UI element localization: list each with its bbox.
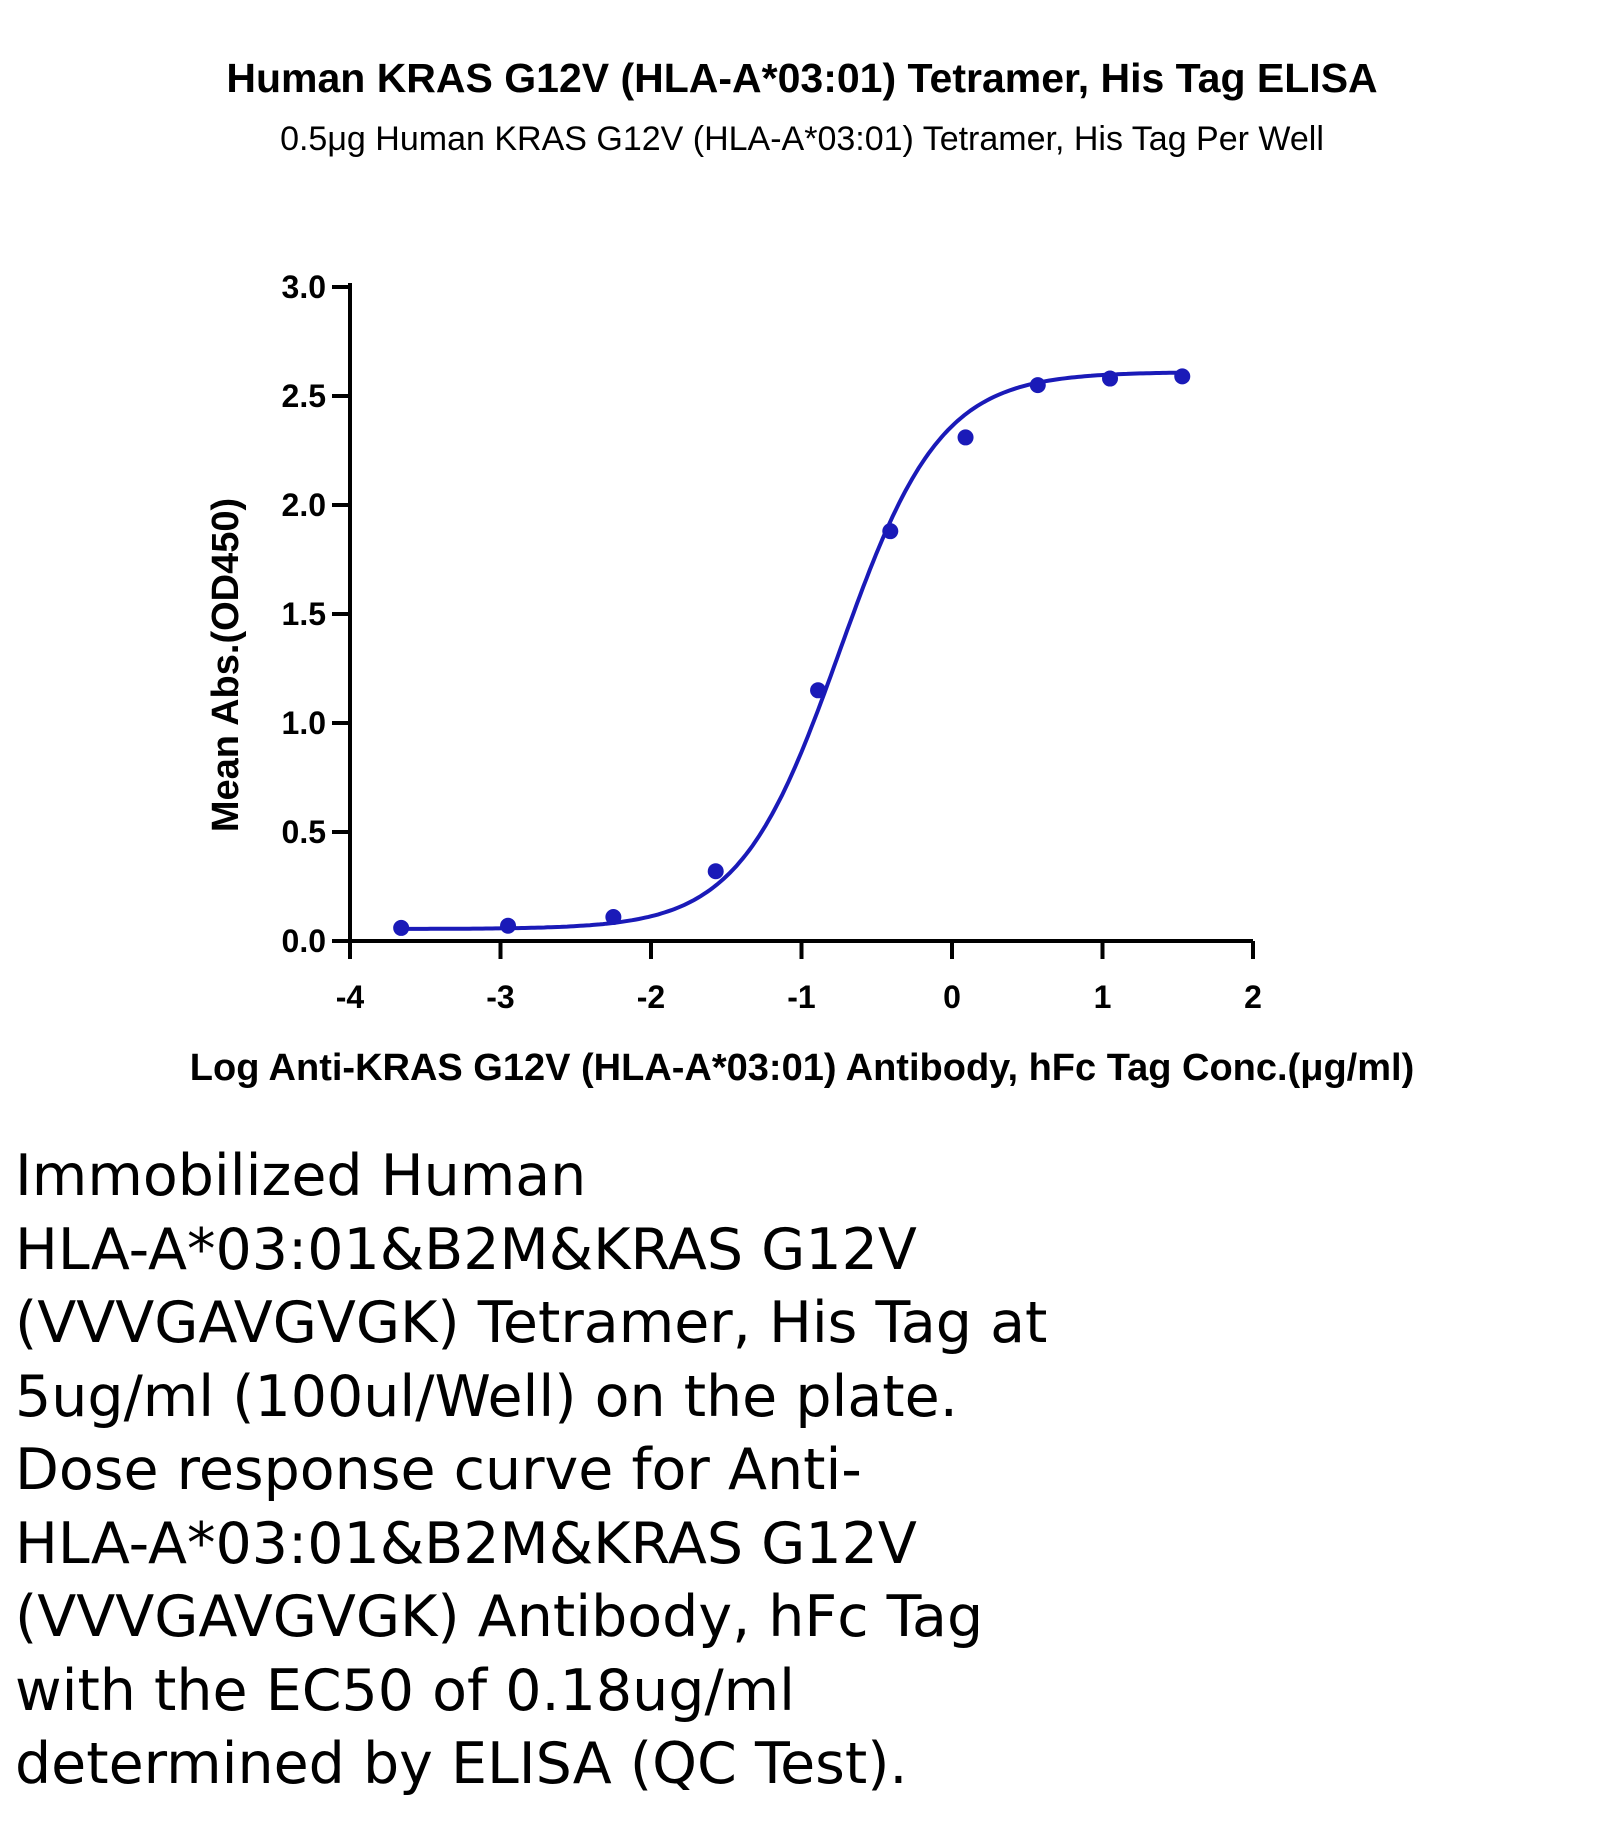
y-tick-label: 3.0 [282,269,326,305]
data-point [810,682,827,699]
data-point [1029,377,1046,394]
x-axis-ticks: -4 -3 -2 -1 0 1 2 [336,941,1262,1015]
data-point [707,863,724,880]
data-point [605,909,622,926]
data-point [882,523,899,540]
caption-line: HLA-A*03:01&B2M&KRAS G12V [15,1216,917,1283]
y-tick-label: 0.0 [282,923,326,959]
data-point [393,919,410,936]
data-point [500,917,517,934]
x-tick-label: 2 [1244,979,1262,1015]
caption-line: Immobilized Human [15,1143,587,1209]
caption-line: 5ug/ml (100ul/Well) on the plate. [15,1363,958,1430]
data-point [957,429,974,446]
elisa-chart: Human KRAS G12V (HLA-A*03:01) Tetramer, … [190,55,1414,1089]
data-point [1174,368,1191,385]
figure-caption: Immobilized Human HLA-A*03:01&B2M&KRAS G… [15,1140,1575,1802]
data-point [1102,370,1119,387]
x-tick-label: -4 [336,979,365,1015]
y-tick-label: 2.0 [282,487,326,523]
fit-curve [401,370,1183,931]
y-tick-label: 1.5 [282,596,326,632]
x-tick-label: 0 [943,979,961,1015]
chart-title: Human KRAS G12V (HLA-A*03:01) Tetramer, … [226,55,1377,101]
caption-line: determined by ELISA (QC Test). [15,1731,908,1797]
x-tick-label: 1 [1094,979,1112,1015]
y-tick-label: 1.0 [282,705,326,741]
y-tick-label: 0.5 [282,814,326,850]
x-tick-label: -1 [787,979,815,1015]
caption-line: (VVVGAVGVGK) Tetramer, His Tag at [15,1290,1048,1356]
caption-line: with the EC50 of 0.18ug/ml [15,1657,796,1724]
caption-line: HLA-A*03:01&B2M&KRAS G12V [15,1510,917,1577]
y-axis-ticks: 0.0 0.5 1.0 1.5 2.0 2.5 3.0 [282,269,350,959]
y-tick-label: 2.5 [282,378,326,414]
x-axis-label: Log Anti-KRAS G12V (HLA-A*03:01) Antibod… [190,1047,1414,1089]
caption-line: Dose response curve for Anti- [15,1437,862,1503]
y-axis-label: Mean Abs.(OD450) [205,498,247,832]
caption-line: (VVVGAVGVGK) Antibody, hFc Tag [15,1584,984,1650]
chart-subtitle: 0.5μg Human KRAS G12V (HLA-A*03:01) Tetr… [280,120,1324,158]
x-tick-label: -3 [486,979,514,1015]
x-tick-label: -2 [637,979,665,1015]
data-points [393,368,1191,936]
